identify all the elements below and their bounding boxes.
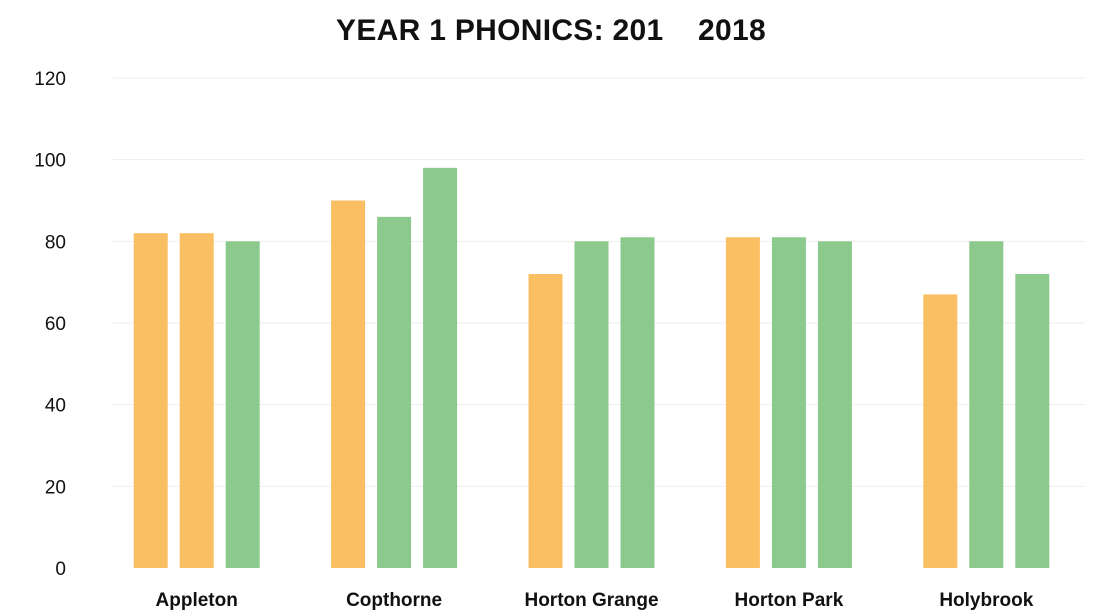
bar-holybrook-3 (1015, 274, 1050, 568)
y-tick-label: 80 (45, 232, 66, 253)
bar-horton-grange-2 (574, 241, 609, 569)
x-axis-categories: Appleton Copthorne Horton Grange Horton Par… (156, 590, 1034, 611)
bar-horton-grange-3 (620, 237, 655, 568)
y-tick-label: 40 (45, 396, 66, 417)
bar-appleton-3 (225, 241, 260, 569)
bars (133, 167, 1050, 569)
x-category-label: Holybrook (939, 590, 1033, 611)
bar-holybrook-2 (969, 241, 1004, 569)
y-tick-label: 0 (55, 559, 66, 580)
bar-horton-grange-1 (528, 274, 563, 568)
x-category-label: Horton Park (735, 590, 844, 611)
x-category-label: Appleton (156, 590, 238, 611)
bar-horton-park-1 (725, 237, 760, 568)
bar-copthorne-2 (377, 216, 412, 569)
y-tick-label: 60 (45, 314, 66, 335)
bar-copthorne-3 (423, 167, 458, 569)
x-category-label: Horton Grange (524, 590, 658, 611)
y-tick-label: 100 (34, 151, 66, 172)
bar-holybrook-1 (923, 294, 958, 568)
y-tick-label: 120 (34, 69, 66, 90)
chart-title: YEAR 1 PHONICS: 201 2018 (336, 14, 766, 47)
bar-appleton-2 (179, 233, 214, 568)
bar-copthorne-1 (331, 200, 366, 568)
y-axis-ticks: 0 20 40 60 80 100 120 (34, 69, 66, 580)
bar-appleton-1 (133, 233, 168, 568)
x-category-label: Copthorne (346, 590, 442, 611)
bar-horton-park-2 (771, 237, 806, 568)
bar-horton-park-3 (817, 241, 852, 569)
y-tick-label: 20 (45, 477, 66, 498)
